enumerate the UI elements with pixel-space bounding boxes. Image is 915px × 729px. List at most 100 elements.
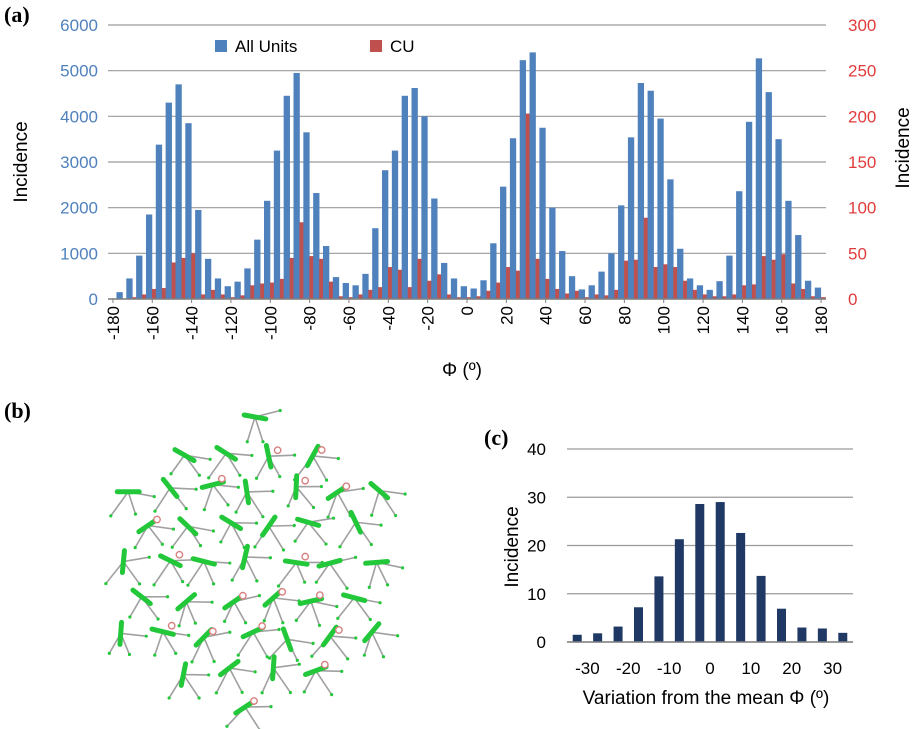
bar-all-units (323, 246, 330, 299)
network-bond (329, 635, 356, 639)
network-atom (368, 617, 372, 622)
bar-cu (388, 267, 394, 299)
bar-all-units (716, 281, 723, 299)
network-bond (129, 596, 143, 618)
network-bond (123, 556, 150, 563)
x-tick-label: -60 (340, 306, 359, 331)
network-green-linker (175, 592, 198, 612)
network-green-linker (160, 476, 180, 500)
network-atom (109, 514, 113, 518)
panel-c-y-axis-label: Incidence (502, 506, 523, 587)
network-bond (310, 600, 321, 626)
network-atom (147, 555, 151, 559)
histogram-bar (736, 532, 746, 642)
network-atom (212, 659, 216, 664)
panel-label-c: (c) (484, 425, 508, 450)
network-node-atom (320, 660, 329, 669)
network-green-linker (341, 592, 368, 604)
y-right-tick-label: 300 (848, 16, 876, 35)
panel-c-x-axis-label: Variation from the mean Φ (º) (583, 688, 830, 709)
network-bond (147, 524, 174, 530)
bar-cu (820, 297, 826, 299)
histogram-bar (654, 576, 664, 642)
network-atom (346, 657, 350, 661)
network-bond (329, 635, 349, 660)
network-green-linker (242, 478, 252, 506)
network-bond (272, 667, 292, 693)
histogram-bar (695, 504, 705, 642)
network-atom (317, 623, 322, 628)
network-atom (238, 473, 242, 477)
network-atom (338, 545, 342, 549)
network-node-atom (238, 591, 247, 600)
bar-all-units (657, 118, 664, 299)
bar-cu (801, 288, 807, 299)
bar-all-units (126, 278, 133, 299)
network-bond (203, 561, 215, 585)
bar-all-units (726, 255, 733, 299)
network-green-linker (214, 444, 238, 462)
network-bond (268, 454, 295, 458)
network-atom (167, 696, 171, 700)
network-atom (269, 705, 273, 709)
network-atom (370, 513, 374, 517)
network-bond (295, 600, 312, 621)
bar-all-units (244, 268, 251, 299)
network-green-linker (302, 664, 329, 677)
network-green-linker (178, 661, 189, 688)
bar-all-units (647, 90, 654, 299)
y-right-tick-label: 100 (848, 199, 876, 218)
x-tick-label: 120 (694, 306, 713, 334)
network-bond (277, 562, 297, 587)
bar-cu (535, 258, 541, 299)
network-bond (268, 524, 295, 527)
bar-cu (279, 278, 285, 299)
network-bond (229, 667, 256, 673)
network-atom (211, 582, 216, 586)
bar-all-units (450, 278, 458, 299)
network-bond (182, 674, 200, 699)
bar-all-units (352, 285, 359, 299)
legend-swatch-all-units (215, 40, 227, 52)
network-atom (254, 521, 259, 525)
bar-all-units (588, 285, 595, 299)
network-node-atom (258, 622, 267, 630)
bar-all-units (165, 102, 172, 299)
bar-all-units (313, 193, 320, 299)
network-green-linker (280, 626, 294, 653)
network-atom (278, 474, 282, 479)
bar-cu (132, 297, 138, 299)
bar-all-units (234, 281, 241, 299)
network-atom (302, 690, 306, 694)
network-bond (328, 562, 348, 589)
network-atom (219, 540, 223, 544)
bar-all-units (391, 150, 399, 299)
network-atom (170, 545, 174, 549)
y-tick-label: 1000 (60, 244, 98, 263)
network-atom (211, 529, 216, 533)
network-green-linker (348, 509, 364, 535)
network-bond (127, 491, 137, 515)
bar-cu (515, 270, 521, 299)
bar-cu (250, 285, 256, 299)
bar-cu (210, 289, 216, 299)
network-atom (165, 595, 170, 599)
network-green-linker (282, 558, 310, 567)
bar-all-units (136, 255, 143, 299)
panel-c-x-tick-labels: -30 -20 -10 0 10 20 30 (575, 659, 842, 678)
bar-all-units (667, 179, 674, 299)
network-atom (335, 604, 339, 609)
network-green-linker (293, 473, 300, 501)
bar-cu (663, 264, 669, 299)
bar-all-units (804, 280, 812, 299)
x-tick-label: -160 (143, 306, 162, 340)
bar-all-units (441, 262, 448, 299)
network-bond (110, 491, 129, 517)
network-bond (254, 416, 264, 442)
network-bond (244, 706, 261, 729)
bar-all-units (303, 132, 310, 299)
network-atom (262, 619, 266, 623)
x-tick-label: 140 (733, 306, 752, 334)
